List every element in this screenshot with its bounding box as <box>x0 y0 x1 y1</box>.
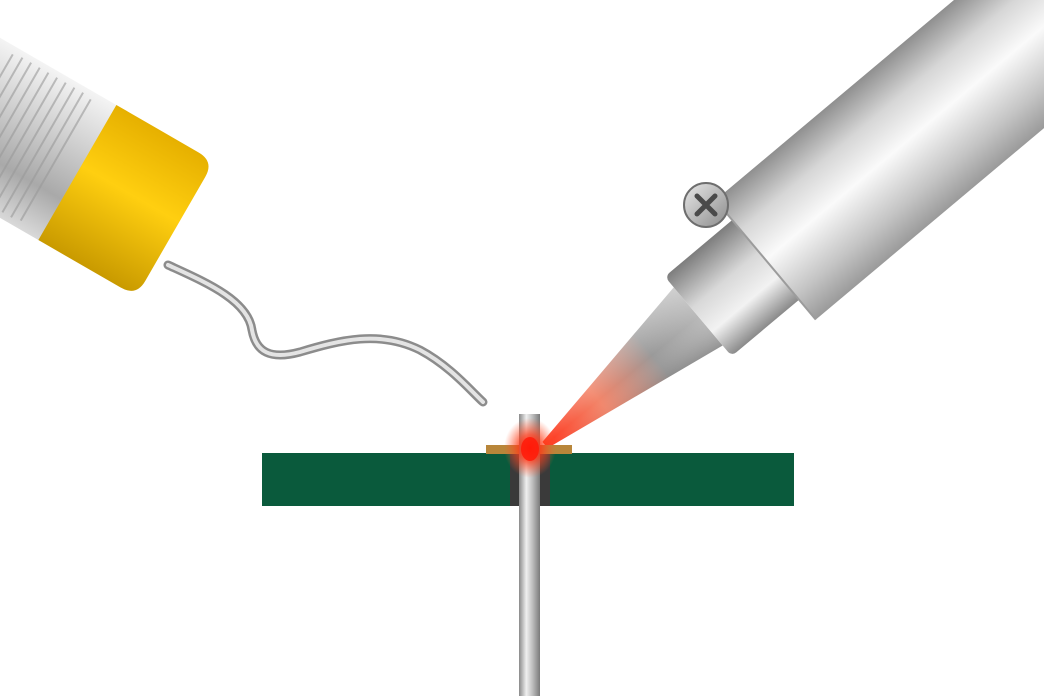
solder-wire <box>163 260 488 407</box>
solder-wire-highlight <box>166 263 485 404</box>
iron-barrel-seam <box>714 199 817 321</box>
spool-yellow-cap <box>38 104 209 291</box>
iron-collar <box>667 217 802 354</box>
heat-glow-core <box>521 437 539 461</box>
component-lead <box>519 414 540 696</box>
solder-wire-spool <box>0 2 209 291</box>
iron-barrel <box>715 0 1044 320</box>
spool-thread-lines <box>0 53 92 222</box>
screw-icon <box>683 182 729 228</box>
through-hole-left <box>510 453 520 506</box>
through-hole-right <box>540 453 550 506</box>
soldering-iron <box>542 0 1044 449</box>
iron-tip-shading <box>542 287 723 449</box>
